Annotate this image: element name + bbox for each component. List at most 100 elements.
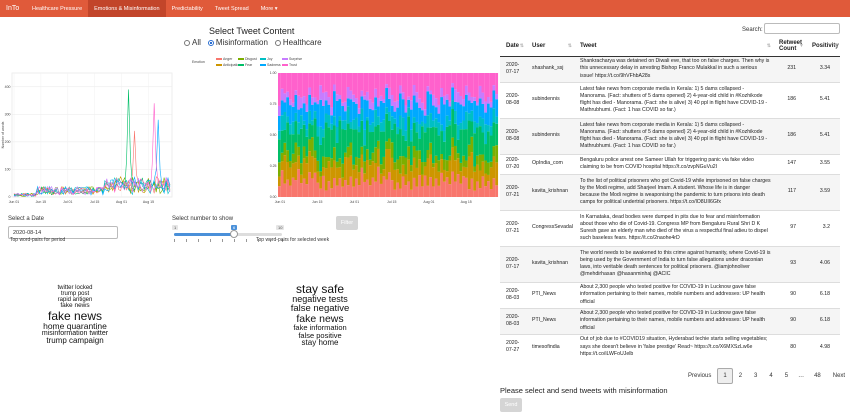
bar-segment — [294, 121, 298, 143]
bar-segment — [404, 73, 408, 106]
bar-segment — [415, 132, 419, 151]
bar-segment — [456, 174, 460, 197]
bar-segment — [423, 115, 427, 124]
x-tick-label: Jun 15 — [36, 200, 47, 204]
filter-button[interactable]: Filter — [336, 216, 358, 230]
bar-segment — [487, 73, 490, 98]
bar-segment — [286, 116, 290, 123]
bar-segment — [355, 103, 358, 118]
bar-segment — [429, 127, 433, 143]
bar-segment — [489, 167, 493, 190]
bar-segment — [286, 150, 290, 163]
table-row[interactable]: 2020-07-20 OpIndia_com Bengaluru police ar… — [500, 154, 840, 174]
slider-tick — [198, 239, 199, 242]
bar-segment — [388, 138, 391, 150]
column-header-positivity[interactable]: Positivity ⇅ — [812, 43, 839, 50]
bar-segment — [451, 83, 455, 88]
column-header-retweet-count[interactable]: Retweet Count ▼ — [779, 40, 804, 53]
bar-segment — [335, 127, 339, 143]
bar-segment — [484, 144, 488, 161]
date-input[interactable] — [8, 226, 118, 239]
brand-logo[interactable]: InTo — [6, 5, 20, 12]
number-slider[interactable]: 1 10 6 — [172, 218, 285, 246]
bar-segment — [368, 165, 372, 186]
bar-segment — [445, 115, 449, 127]
tab-predictability[interactable]: Predictability — [171, 5, 203, 12]
bar-segment — [421, 174, 424, 187]
bar-segment — [300, 163, 303, 175]
bar-segment — [437, 73, 441, 105]
table-row[interactable]: 2020-07-17 shashank_ssj Shankracharya was … — [500, 56, 840, 82]
table-row[interactable]: 2020-07-21 kavita_krishnan To the list of … — [500, 174, 840, 210]
bar-segment — [377, 148, 380, 167]
pagination-page-last[interactable]: 48 — [814, 373, 821, 379]
bar-segment — [476, 123, 479, 128]
legend-label: Anticipation — [223, 63, 242, 67]
table-row[interactable]: 2020-07-21 CongressSevadal In Karnataka, d… — [500, 210, 840, 246]
search-input[interactable] — [764, 23, 840, 34]
pagination-next[interactable]: Next — [832, 373, 846, 379]
radio-all[interactable]: All — [184, 38, 201, 47]
bar-segment — [294, 94, 298, 113]
bar-segment — [495, 145, 499, 163]
tab-tweet-spread[interactable]: Tweet Spread — [214, 5, 249, 12]
bar-segment — [484, 173, 488, 187]
bar-segment — [355, 98, 358, 104]
column-header-user[interactable]: User ⇅ — [532, 43, 572, 50]
radio-healthcare-dot[interactable] — [274, 39, 281, 46]
bar-segment — [445, 99, 449, 116]
bar-segment — [377, 98, 380, 107]
table-row[interactable]: 2020-08-08 subindennis Latest fake news fr… — [500, 82, 840, 118]
bar-segment — [352, 186, 356, 197]
bar-segment — [289, 167, 292, 186]
table-row[interactable]: 2020-08-03 PTI_News About 2,300 people who… — [500, 282, 840, 308]
slider-tick — [246, 239, 247, 242]
bar-segment — [286, 162, 290, 180]
slider-min: 1 — [172, 225, 179, 230]
pagination-page-4[interactable]: 4 — [769, 373, 773, 379]
bar-segment — [481, 73, 485, 93]
table-row[interactable]: 2020-07-17 kavita_krishnan The world needs… — [500, 246, 840, 282]
bar-segment — [481, 154, 485, 162]
tab-emotions-misinformation[interactable]: Emotions & Misinformation — [88, 0, 166, 17]
cell-positivity: 3.2 — [822, 224, 830, 231]
bar-segment — [300, 174, 303, 184]
x-tick-label: Jun 15 — [312, 200, 323, 204]
pagination-page-3[interactable]: 3 — [754, 373, 758, 379]
slider-handle[interactable] — [230, 230, 238, 238]
bar-segment — [382, 169, 386, 177]
send-button[interactable]: Send — [500, 398, 522, 412]
bar-segment — [399, 73, 402, 86]
bar-segment — [360, 108, 364, 121]
bar-segment — [338, 73, 342, 96]
bar-segment — [396, 182, 400, 197]
bar-segment — [481, 132, 485, 155]
table-row[interactable]: 2020-08-08 subindennis Latest fake news fr… — [500, 118, 840, 154]
pagination-page-1[interactable]: 1 — [717, 368, 733, 384]
pagination-page-2[interactable]: 2 — [738, 373, 743, 379]
column-header-date[interactable]: Date ⇅ — [506, 43, 524, 50]
bar-segment — [371, 102, 375, 111]
radio-misinformation[interactable]: Misinformation — [207, 38, 268, 47]
pagination-previous[interactable]: Previous — [688, 373, 712, 379]
bar-segment — [465, 85, 468, 95]
radio-misinformation-dot[interactable] — [207, 39, 214, 46]
bar-segment — [399, 156, 402, 174]
bar-segment — [390, 94, 394, 106]
tab-healthcare-pressure[interactable]: Healthcare Pressure — [32, 5, 83, 12]
pagination-page-5[interactable]: 5 — [784, 373, 789, 379]
radio-healthcare[interactable]: Healthcare — [274, 38, 322, 47]
radio-all-dot[interactable] — [184, 39, 190, 46]
bar-segment — [393, 101, 397, 112]
bar-segment — [388, 98, 391, 112]
bar-segment — [437, 135, 441, 161]
table-row[interactable]: 2020-08-03 PTI_News About 2,300 people who… — [500, 308, 840, 334]
bar-segment — [289, 99, 292, 106]
bar-segment — [338, 158, 342, 168]
bar-segment — [357, 172, 361, 186]
bar-segment — [349, 128, 353, 143]
tab-more-dropdown[interactable]: More ▾ — [260, 5, 278, 12]
column-header-tweet[interactable]: Tweet ⇅ — [580, 43, 771, 50]
cell-retweet-count: 186 — [787, 96, 796, 103]
table-row[interactable]: 2020-07-27 timesofindia Out of job due to … — [500, 334, 840, 360]
